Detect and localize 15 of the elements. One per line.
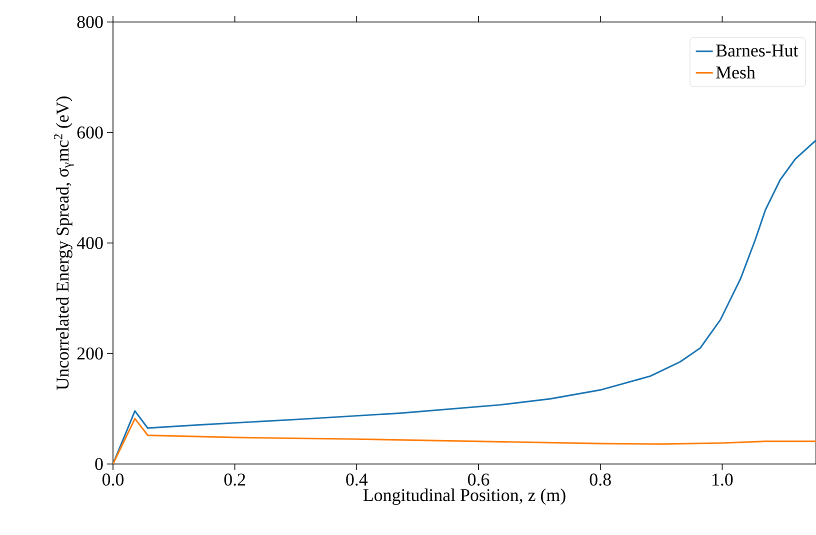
- x-tick-label: 0.4: [346, 474, 368, 486]
- x-tick-label: 0.2: [224, 474, 246, 486]
- x-tick-label: 1.0: [712, 474, 733, 486]
- x-axis-title: Longitudinal Position, z (m): [363, 488, 566, 505]
- x-tick-label: 0.6: [468, 474, 490, 486]
- x-tick-label: 0.0: [102, 474, 124, 486]
- y-tick-label: 600: [77, 126, 103, 139]
- legend-label: Mesh: [716, 66, 756, 78]
- y-tick-label: 0: [95, 458, 103, 470]
- y-tick-label: 400: [76, 236, 103, 250]
- y-axis-title: Uncorrelated Energy Spread, σ$_{γ}$mc$^{2}$ (eV): [54, 96, 74, 390]
- y-tick-label: 800: [77, 16, 103, 28]
- legend-label: Barnes-Hut: [716, 44, 798, 57]
- y-tick-label: 200: [77, 347, 103, 360]
- x-tick-label: 0.8: [590, 474, 611, 486]
